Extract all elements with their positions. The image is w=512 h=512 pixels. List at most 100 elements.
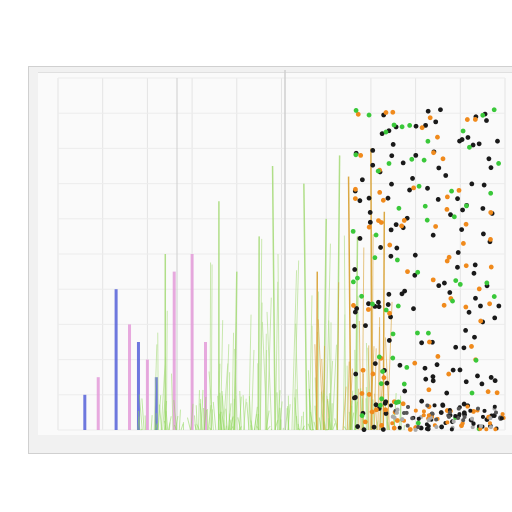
scatter-point xyxy=(456,187,462,193)
scatter-point xyxy=(430,411,435,416)
spike-line xyxy=(323,345,326,431)
scatter-point xyxy=(450,367,456,373)
scatter-point xyxy=(373,232,379,238)
scatter-point xyxy=(405,423,410,428)
scatter-point xyxy=(460,241,466,246)
spike-bar xyxy=(128,324,132,430)
scatter-point xyxy=(457,412,462,417)
base-line xyxy=(279,401,283,431)
base-line xyxy=(180,423,184,431)
scatter-point xyxy=(427,115,433,121)
scatter-point xyxy=(361,427,367,433)
spike-line xyxy=(157,332,159,431)
base-line xyxy=(238,396,242,431)
scatter-point xyxy=(470,425,475,430)
scatter-point xyxy=(410,416,415,421)
scatter-point xyxy=(375,168,381,174)
scatter-point xyxy=(353,152,359,158)
scatter-point xyxy=(426,387,432,393)
scatter-point xyxy=(441,302,447,308)
base-line xyxy=(140,428,143,431)
scatter-point xyxy=(399,223,405,229)
scatter-point xyxy=(427,339,432,345)
scatter-point xyxy=(471,409,476,414)
scatter-point xyxy=(496,303,502,309)
base-line xyxy=(256,426,260,431)
spike-line xyxy=(377,326,380,431)
base-line xyxy=(246,402,250,431)
scatter-point xyxy=(367,210,373,215)
scatter-point xyxy=(461,418,466,423)
scatter-point xyxy=(385,302,391,307)
scatter-point xyxy=(447,410,452,415)
base-line xyxy=(308,389,311,431)
spike-line xyxy=(311,325,314,431)
scatter-point xyxy=(388,227,394,233)
scatter-point xyxy=(488,190,494,196)
scatter-point xyxy=(435,197,441,202)
scatter-point xyxy=(439,424,445,430)
scatter-point xyxy=(373,402,379,408)
scatter-point xyxy=(387,242,393,248)
spike-line xyxy=(370,148,373,431)
scatter-point xyxy=(412,272,418,278)
scatter-point xyxy=(440,156,446,162)
scatter-point xyxy=(463,304,469,310)
scatter-point xyxy=(404,365,410,370)
scatter-point xyxy=(352,196,358,201)
base-line xyxy=(255,413,259,431)
scatter-point xyxy=(400,401,406,407)
base-line xyxy=(349,400,353,431)
base-line xyxy=(233,419,236,431)
scatter-point xyxy=(496,161,502,166)
scatter-point xyxy=(390,109,396,115)
scatter-point xyxy=(492,315,498,321)
scatter-point xyxy=(434,417,439,422)
base-line xyxy=(190,403,194,431)
scatter-point xyxy=(488,165,494,171)
spike-bar xyxy=(145,359,149,430)
scatter-point xyxy=(386,338,392,343)
spike-line xyxy=(264,333,267,431)
scatter-point xyxy=(463,263,469,269)
scatter-point xyxy=(421,413,426,418)
base-line xyxy=(203,409,207,431)
scatter-point xyxy=(451,419,456,424)
base-line xyxy=(150,415,153,431)
scatter-point xyxy=(487,421,492,426)
scatter-point xyxy=(430,378,436,384)
scatter-point xyxy=(378,381,384,387)
base-line xyxy=(353,401,358,431)
scatter-point xyxy=(376,354,382,360)
spike-bar xyxy=(114,289,118,430)
spike-line xyxy=(153,344,158,431)
scatter-point xyxy=(415,420,421,426)
spike-line xyxy=(336,282,340,431)
scatter-point xyxy=(372,255,378,261)
base-line xyxy=(276,392,279,431)
scatter-point xyxy=(389,403,394,408)
scatter-point xyxy=(472,117,478,122)
scatter-point xyxy=(353,371,359,377)
base-line xyxy=(323,421,327,431)
base-line xyxy=(221,411,225,431)
scatter-point xyxy=(397,425,402,430)
spike-bar xyxy=(136,342,140,430)
base-line xyxy=(297,427,301,431)
scatter-point xyxy=(434,362,440,368)
scatter-point xyxy=(379,423,385,428)
spike-bar xyxy=(172,271,176,430)
scatter-point xyxy=(493,410,498,415)
scatter-point xyxy=(416,424,421,429)
base-line xyxy=(163,420,167,431)
scatter-point xyxy=(492,404,497,409)
base-line xyxy=(212,401,217,431)
base-line xyxy=(248,396,252,431)
scatter-point xyxy=(352,267,358,272)
scatter-point xyxy=(488,236,493,242)
scatter-point xyxy=(491,294,497,299)
scatter-point xyxy=(355,111,361,117)
scatter-point xyxy=(423,122,428,128)
spike-line xyxy=(382,211,386,431)
scatter-point xyxy=(445,420,450,425)
